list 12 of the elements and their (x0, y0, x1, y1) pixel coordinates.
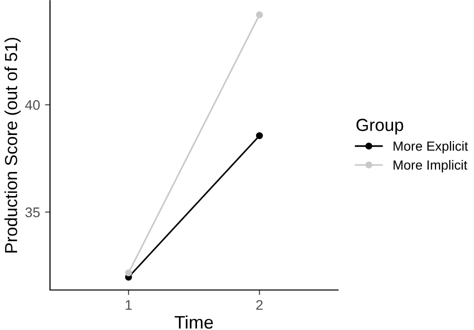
x-axis-title: Time (174, 315, 213, 329)
x-tick-label: 2 (256, 300, 263, 310)
legend-title: Group (356, 118, 404, 135)
x-tick-label: 1 (126, 300, 132, 310)
point (125, 269, 132, 276)
y-axis-title: Production Score (out of 51) (4, 38, 21, 252)
legend-label: More Implicit (394, 160, 468, 172)
y-tick-label: 40 (25, 100, 40, 110)
y-tick-label: 35 (25, 207, 40, 218)
legend-label: More Explicit (394, 141, 468, 154)
point (256, 132, 263, 140)
point (256, 11, 263, 18)
